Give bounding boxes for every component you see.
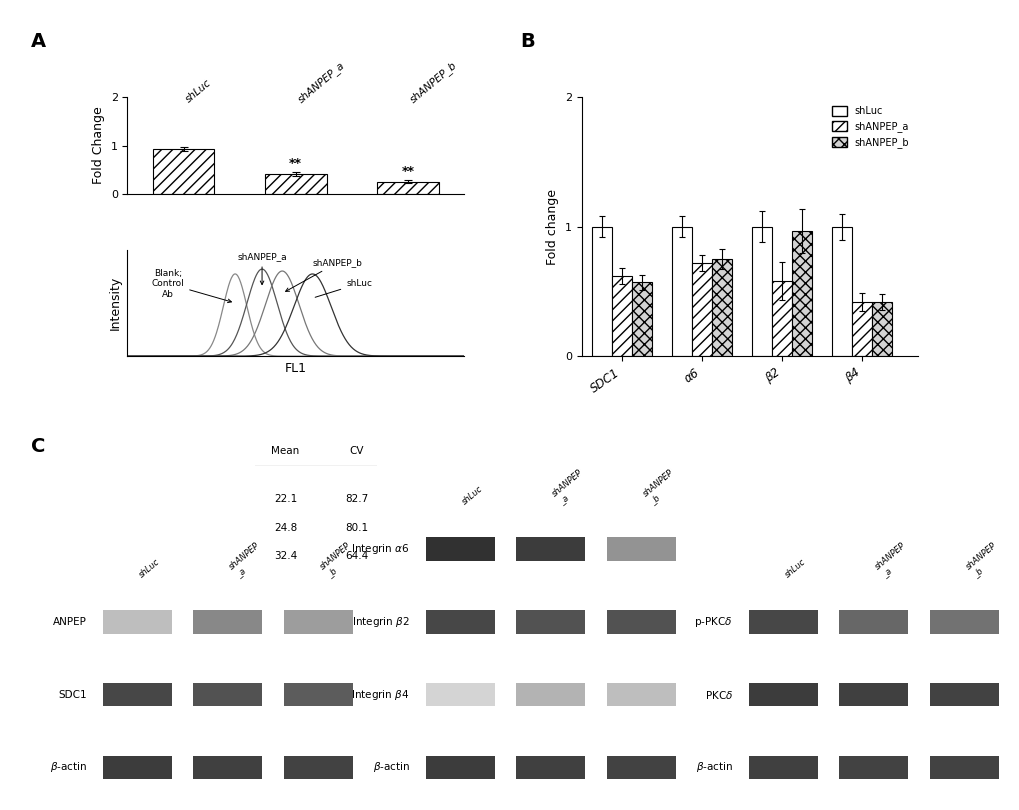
Text: **: **: [400, 165, 414, 178]
Bar: [606, 683, 676, 706]
Bar: [839, 756, 907, 779]
Bar: [631, 283, 651, 356]
Text: 82.7: 82.7: [345, 494, 368, 504]
Bar: [606, 756, 676, 779]
Bar: [606, 610, 676, 633]
Text: Integrin $\beta$4: Integrin $\beta$4: [351, 688, 410, 701]
Text: SDC1: SDC1: [58, 689, 87, 700]
Text: shANPEP
_b: shANPEP _b: [964, 540, 1004, 579]
Text: 64.4: 64.4: [345, 551, 368, 561]
Bar: [929, 756, 998, 779]
Text: C: C: [31, 437, 45, 456]
Text: CV: CV: [350, 446, 364, 455]
Bar: [839, 683, 907, 706]
Text: shANPEP_a: shANPEP_a: [237, 253, 286, 284]
Bar: [591, 227, 611, 356]
Text: 22.1: 22.1: [274, 494, 297, 504]
Bar: [425, 537, 494, 561]
Text: shANPEP_b: shANPEP_b: [285, 258, 362, 292]
Text: ANPEP: ANPEP: [53, 616, 87, 627]
Bar: [425, 756, 494, 779]
Bar: [194, 756, 262, 779]
Text: shLuc: shLuc: [137, 556, 161, 579]
Bar: [425, 610, 494, 633]
Text: 24.8: 24.8: [274, 522, 297, 532]
Bar: [516, 610, 585, 633]
Bar: [871, 302, 891, 356]
Text: shLuc: shLuc: [183, 78, 213, 105]
Bar: [153, 149, 214, 194]
Bar: [751, 227, 771, 356]
Bar: [611, 276, 631, 356]
Bar: [516, 756, 585, 779]
Bar: [748, 683, 817, 706]
Bar: [672, 227, 691, 356]
Text: $\beta$-actin: $\beta$-actin: [50, 761, 87, 774]
Text: 32.4: 32.4: [274, 551, 297, 561]
Bar: [606, 537, 676, 561]
Bar: [283, 756, 353, 779]
Bar: [929, 610, 998, 633]
Bar: [691, 263, 711, 356]
Bar: [377, 181, 438, 194]
Text: Integrin $\alpha$6: Integrin $\alpha$6: [351, 542, 410, 556]
Bar: [194, 683, 262, 706]
Bar: [748, 610, 817, 633]
Bar: [103, 756, 171, 779]
Bar: [851, 302, 871, 356]
Bar: [516, 537, 585, 561]
Text: **: **: [289, 156, 302, 170]
Text: PKC$\delta$: PKC$\delta$: [704, 688, 732, 701]
Bar: [839, 610, 907, 633]
X-axis label: FL1: FL1: [284, 362, 307, 375]
Text: shANPEP
_b: shANPEP _b: [641, 467, 682, 506]
Text: shANPEP_b: shANPEP_b: [408, 59, 459, 105]
Text: Blank;
Control
Ab: Blank; Control Ab: [152, 269, 231, 303]
Y-axis label: Fold change: Fold change: [546, 189, 558, 265]
Bar: [425, 683, 494, 706]
Y-axis label: Intensity: Intensity: [109, 276, 122, 330]
Bar: [791, 231, 811, 356]
Text: shANPEP
_a: shANPEP _a: [873, 540, 914, 579]
Bar: [516, 683, 585, 706]
Text: shANPEP
_b: shANPEP _b: [318, 540, 359, 579]
Bar: [929, 683, 998, 706]
Legend: shLuc, shANPEP_a, shANPEP_b: shLuc, shANPEP_a, shANPEP_b: [827, 102, 912, 152]
Bar: [283, 610, 353, 633]
Bar: [711, 259, 731, 356]
Bar: [194, 610, 262, 633]
Text: $\beta$-actin: $\beta$-actin: [372, 761, 410, 774]
Text: Mean: Mean: [271, 446, 300, 455]
Text: shLuc: shLuc: [315, 279, 372, 297]
Bar: [771, 281, 791, 356]
Text: shLuc: shLuc: [783, 556, 807, 579]
Bar: [103, 683, 171, 706]
Y-axis label: Fold Change: Fold Change: [92, 107, 105, 185]
Text: B: B: [520, 32, 534, 51]
Text: shLuc: shLuc: [460, 484, 484, 506]
Bar: [265, 173, 326, 194]
Text: A: A: [31, 32, 46, 51]
Text: $\beta$-actin: $\beta$-actin: [695, 761, 732, 774]
Bar: [748, 756, 817, 779]
Bar: [283, 683, 353, 706]
Bar: [103, 610, 171, 633]
Text: shANPEP_a: shANPEP_a: [296, 60, 346, 105]
Text: shANPEP
_a: shANPEP _a: [550, 467, 591, 506]
Text: Integrin $\beta$2: Integrin $\beta$2: [352, 615, 410, 629]
Text: p-PKC$\delta$: p-PKC$\delta$: [694, 615, 732, 629]
Text: shANPEP
_a: shANPEP _a: [227, 540, 268, 579]
Bar: [832, 227, 851, 356]
Text: 80.1: 80.1: [345, 522, 368, 532]
